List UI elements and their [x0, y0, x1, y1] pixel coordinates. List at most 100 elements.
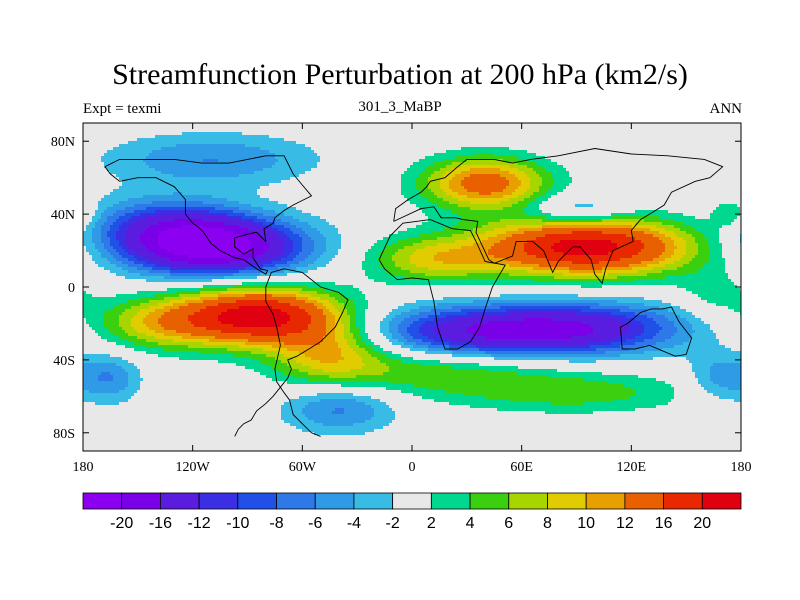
field-cell [701, 129, 705, 133]
field-cell [692, 126, 696, 130]
field-cell [548, 129, 552, 133]
field-cell [584, 123, 588, 127]
field-cell [335, 126, 339, 130]
field-cell [527, 126, 531, 130]
field-cell [422, 126, 426, 130]
field-cell [299, 126, 303, 130]
field-cell [302, 126, 306, 130]
field-cell [584, 126, 588, 130]
field-cell [689, 126, 693, 130]
field-cell [488, 129, 492, 133]
field-cell [185, 126, 189, 130]
field-cell [668, 123, 672, 127]
field-cell [146, 129, 150, 133]
field-cell [134, 123, 138, 127]
field-cell [284, 126, 288, 130]
field-cell [731, 129, 735, 133]
field-cell [86, 129, 90, 133]
field-cell [233, 126, 237, 130]
field-cell [209, 123, 213, 127]
field-cell [428, 129, 432, 133]
field-cell [125, 123, 129, 127]
field-cell [248, 123, 252, 127]
field-cell [197, 126, 201, 130]
field-cell [92, 126, 96, 130]
field-cell [356, 126, 360, 130]
field-cell [98, 126, 102, 130]
case-label: 301_3_MaBP [0, 99, 800, 116]
field-cell [305, 126, 309, 130]
field-cell [452, 126, 456, 130]
field-cell [566, 126, 570, 130]
field-cell [719, 129, 723, 133]
field-cell [320, 129, 324, 133]
field-cell [503, 129, 507, 133]
field-cell [734, 123, 738, 127]
field-cell [605, 129, 609, 133]
field-cell [113, 129, 117, 133]
field-cell [119, 123, 123, 127]
field-cell [698, 123, 702, 127]
field-cell [446, 129, 450, 133]
field-cell [554, 126, 558, 130]
field-cell [98, 129, 102, 133]
field-cell [128, 126, 132, 130]
field-cell [416, 129, 420, 133]
field-cell [470, 123, 474, 127]
field-cell [659, 126, 663, 130]
field-cell [224, 123, 228, 127]
field-cell [683, 123, 687, 127]
field-cell [401, 129, 405, 133]
field-cell [653, 126, 657, 130]
field-cell [242, 129, 246, 133]
field-cell [362, 123, 366, 127]
field-cell [566, 129, 570, 133]
field-cell [281, 129, 285, 133]
field-cell [671, 126, 675, 130]
field-cell [371, 123, 375, 127]
field-cell [695, 129, 699, 133]
field-cell [179, 123, 183, 127]
field-cell [617, 123, 621, 127]
field-cell [485, 123, 489, 127]
field-cell [602, 129, 606, 133]
field-cell [380, 129, 384, 133]
field-cell [572, 123, 576, 127]
field-cell [728, 126, 732, 130]
field-cell [500, 126, 504, 130]
field-cell [170, 126, 174, 130]
field-cell [701, 126, 705, 130]
field-cell [515, 123, 519, 127]
field-cell [332, 129, 336, 133]
field-cell [260, 123, 264, 127]
field-cell [524, 123, 528, 127]
field-cell [686, 129, 690, 133]
field-cell [632, 129, 636, 133]
field-cell [89, 126, 93, 130]
field-cell [650, 129, 654, 133]
field-cell [143, 129, 147, 133]
field-cell [218, 123, 222, 127]
field-cell [467, 129, 471, 133]
field-cell [338, 123, 342, 127]
field-cell [239, 129, 243, 133]
field-cell [233, 123, 237, 127]
field-cell [563, 123, 567, 127]
field-cell [542, 129, 546, 133]
field-cell [95, 123, 99, 127]
field-cell [674, 129, 678, 133]
field-cell [101, 126, 105, 130]
field-cell [509, 123, 513, 127]
field-cell [710, 123, 714, 127]
field-cell [125, 132, 129, 136]
field-cell [437, 123, 441, 127]
field-cell [605, 123, 609, 127]
field-cell [698, 126, 702, 130]
field-cell [326, 129, 330, 133]
field-cell [326, 126, 330, 130]
field-cell [590, 129, 594, 133]
field-cell [689, 129, 693, 133]
field-cell [104, 132, 108, 136]
field-cell [83, 132, 87, 136]
field-cell [347, 123, 351, 127]
